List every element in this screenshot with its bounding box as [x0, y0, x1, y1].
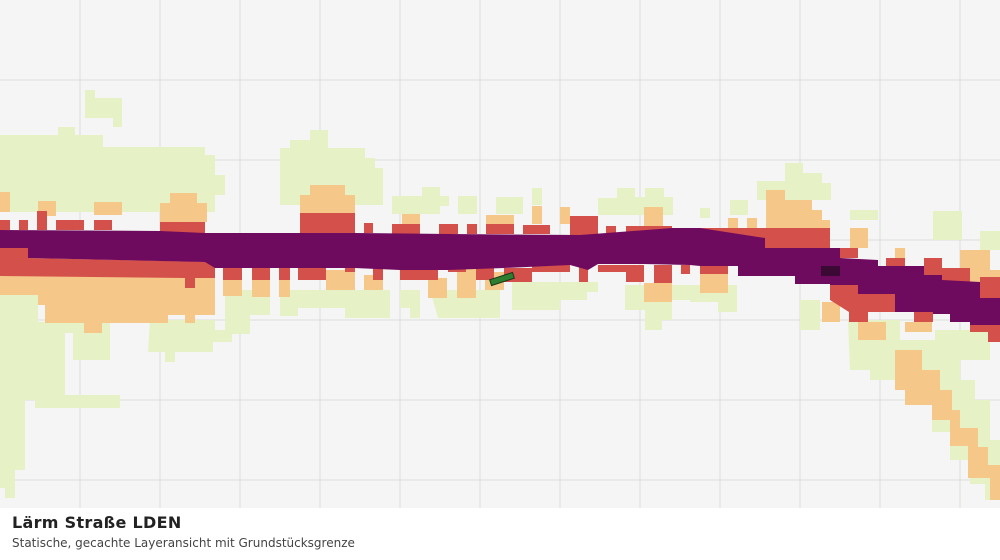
noise-zone-very-high — [0, 228, 1000, 325]
noise-map — [0, 0, 1000, 508]
property-boundary — [489, 271, 515, 287]
map-title: Lärm Straße LDEN — [12, 513, 182, 532]
noise-zone-medium — [0, 185, 1000, 500]
noise-zone-low — [0, 90, 1000, 500]
map-subtitle: Statische, gecachte Layeransicht mit Gru… — [12, 536, 355, 550]
noise-zone-extreme — [821, 266, 840, 276]
